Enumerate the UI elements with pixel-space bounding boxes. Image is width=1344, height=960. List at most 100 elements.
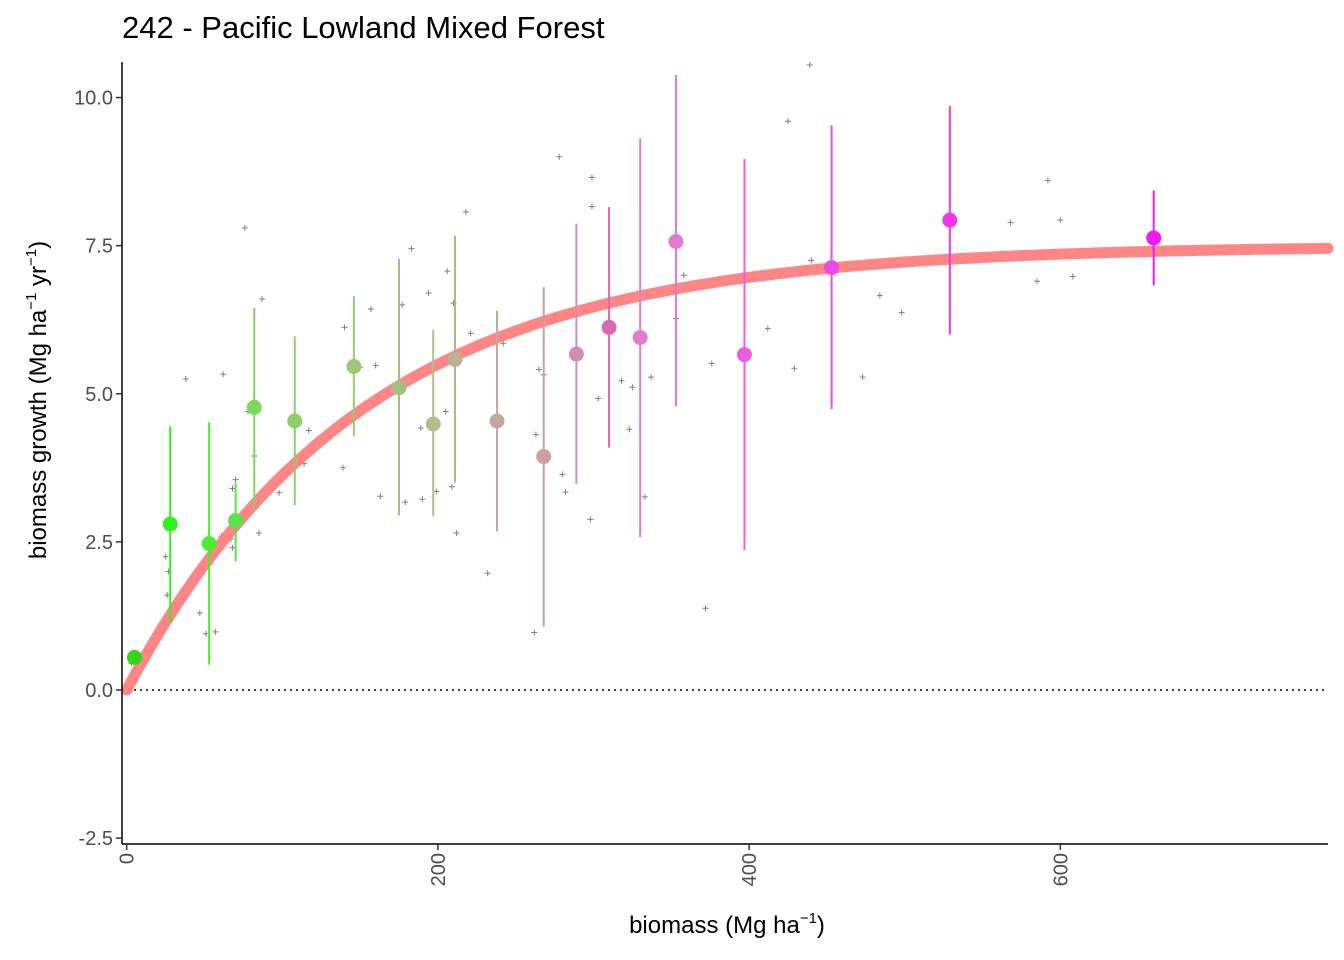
raw-point xyxy=(562,489,569,496)
raw-point xyxy=(1044,177,1051,184)
mean-point xyxy=(536,449,552,465)
fitted-curve-group xyxy=(121,242,1334,696)
raw-point xyxy=(255,529,262,536)
mean-point xyxy=(632,329,648,345)
raw-point xyxy=(531,629,538,636)
y-tick-label: 2.5 xyxy=(85,532,113,554)
raw-point xyxy=(203,630,210,637)
raw-point xyxy=(212,628,219,635)
raw-point xyxy=(764,325,771,332)
fitted-curve xyxy=(121,242,1334,696)
raw-point xyxy=(341,324,348,331)
mean-point xyxy=(601,319,617,335)
raw-point xyxy=(377,493,384,500)
y-tick-label: 7.5 xyxy=(85,236,113,258)
mean-point xyxy=(447,351,463,367)
raw-point xyxy=(402,499,409,506)
raw-point xyxy=(467,330,474,337)
raw-point xyxy=(556,153,563,160)
mean-point xyxy=(162,516,178,532)
raw-point xyxy=(232,476,239,483)
raw-point xyxy=(462,208,469,215)
chart-title: 242 - Pacific Lowland Mixed Forest xyxy=(122,10,605,45)
raw-point xyxy=(1069,273,1076,280)
raw-point xyxy=(220,371,227,378)
y-tick-label: 5.0 xyxy=(85,384,113,406)
raw-point xyxy=(618,377,625,384)
mean-point xyxy=(1146,230,1162,246)
x-tick-label: 0 xyxy=(117,853,139,864)
raw-point xyxy=(367,306,374,313)
x-tick-label: 600 xyxy=(1050,853,1072,886)
raw-point xyxy=(629,384,636,391)
raw-point xyxy=(484,570,491,577)
mean-point xyxy=(287,413,303,429)
raw-point xyxy=(648,374,655,381)
error-bars-group xyxy=(169,75,1155,665)
raw-point xyxy=(453,529,460,536)
raw-point xyxy=(1007,219,1014,226)
raw-point xyxy=(595,395,602,402)
mean-point xyxy=(942,212,958,228)
x-axis-title: biomass (Mg ha−1) xyxy=(629,910,825,939)
raw-point xyxy=(859,374,866,381)
raw-point xyxy=(442,408,449,415)
mean-point xyxy=(736,347,752,363)
axes-group: -2.5 0.0 2.5 5.0 7.5 10.0 0 200 400 600 xyxy=(74,62,1328,886)
raw-point xyxy=(164,592,171,599)
mean-point xyxy=(346,359,362,375)
mean-point xyxy=(425,416,441,432)
raw-point xyxy=(898,309,905,316)
raw-point xyxy=(791,365,798,372)
mean-point xyxy=(391,380,407,396)
raw-point xyxy=(419,496,426,503)
y-tick-label: 0.0 xyxy=(85,680,113,702)
raw-point xyxy=(785,118,792,125)
x-tick-label: 200 xyxy=(428,853,450,886)
raw-point xyxy=(417,425,424,432)
mean-point xyxy=(201,536,217,552)
raw-points-group xyxy=(128,61,1076,667)
raw-point xyxy=(536,366,543,373)
mean-point xyxy=(668,234,684,250)
raw-point xyxy=(182,375,189,382)
mean-points-group xyxy=(126,212,1162,665)
raw-point xyxy=(425,290,432,297)
raw-point xyxy=(876,292,883,299)
raw-point xyxy=(702,605,709,612)
raw-point xyxy=(448,483,455,490)
x-tick-label: 400 xyxy=(739,853,761,886)
raw-point xyxy=(276,489,283,496)
raw-point xyxy=(259,295,266,302)
raw-point xyxy=(680,272,687,279)
raw-point xyxy=(808,257,815,264)
raw-point xyxy=(1034,278,1040,285)
raw-point xyxy=(444,268,451,275)
raw-point xyxy=(408,245,415,252)
raw-point xyxy=(433,488,440,495)
raw-point xyxy=(399,301,406,308)
mean-point xyxy=(568,346,584,362)
y-tick-label: -2.5 xyxy=(79,828,113,850)
y-axis-title: biomass growth (Mg ha−1 yr−1) xyxy=(23,241,52,559)
raw-point xyxy=(587,516,594,523)
raw-point xyxy=(241,224,248,231)
raw-point xyxy=(196,609,203,616)
mean-point xyxy=(228,513,244,529)
raw-point xyxy=(532,431,539,438)
raw-point xyxy=(588,174,595,181)
raw-point xyxy=(626,426,633,433)
raw-point xyxy=(162,553,169,560)
raw-point xyxy=(1057,217,1064,224)
y-tick-label: 10.0 xyxy=(74,88,113,110)
raw-point xyxy=(229,485,236,492)
raw-point xyxy=(641,493,648,500)
raw-point xyxy=(588,203,595,210)
mean-point xyxy=(824,260,840,276)
mean-point xyxy=(246,399,262,415)
mean-point xyxy=(126,649,142,665)
raw-point xyxy=(806,61,813,68)
raw-point xyxy=(229,544,236,551)
raw-point xyxy=(708,360,715,367)
